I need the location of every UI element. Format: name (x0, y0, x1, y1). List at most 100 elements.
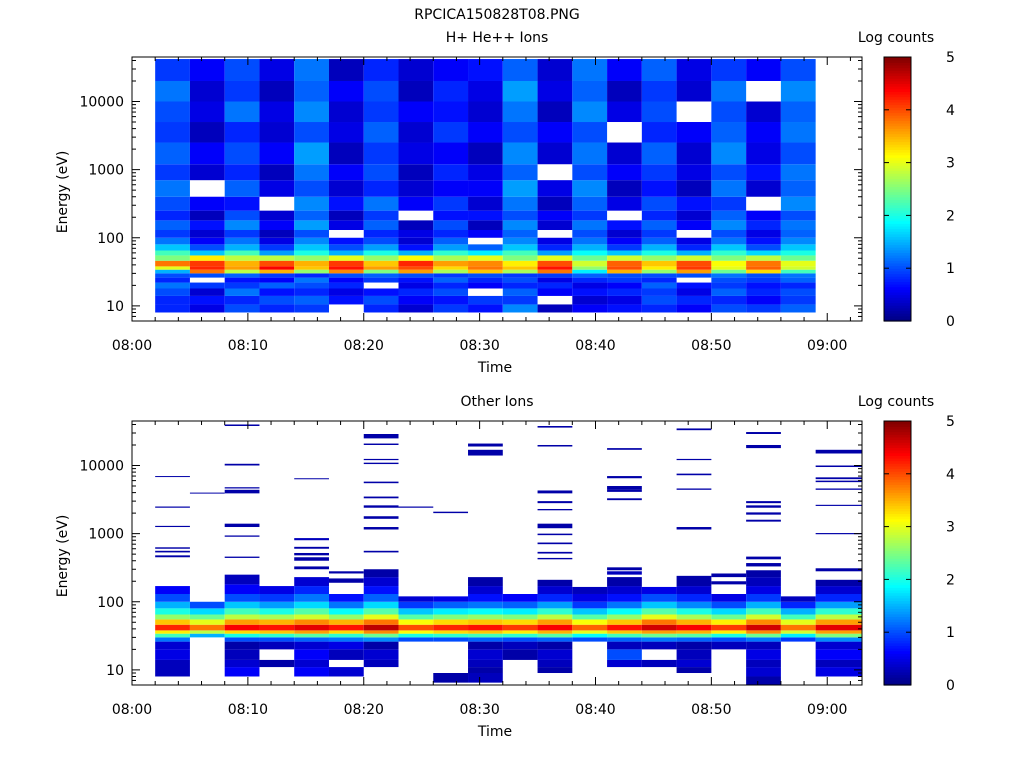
heatmap-cell (607, 448, 642, 450)
heatmap-cell (607, 180, 642, 197)
heatmap-cell (155, 619, 190, 625)
heatmap-cell (259, 244, 295, 251)
colorbar-segment (884, 262, 911, 267)
heatmap-cell (328, 196, 364, 211)
heatmap-cell (433, 273, 469, 278)
heatmap-cell (572, 260, 608, 267)
heatmap-cell (815, 633, 862, 638)
colorbar-segment (884, 597, 911, 602)
heatmap-cell (294, 260, 329, 267)
heatmap-cell (746, 512, 781, 515)
heatmap-cell (224, 619, 260, 625)
heatmap-cell (711, 619, 747, 625)
heatmap-cell (676, 244, 712, 251)
heatmap-cell (328, 164, 364, 181)
colorbar-segment (884, 141, 911, 145)
heatmap-cell (641, 142, 677, 165)
heatmap-cell (607, 608, 642, 615)
heatmap-cell (537, 490, 573, 494)
y-tick-label: 100 (97, 231, 124, 247)
heatmap-cell (294, 266, 329, 270)
colorbar-segment (884, 653, 911, 657)
colorbar-segment (884, 679, 911, 683)
heatmap-cell (259, 601, 295, 609)
colorbar-segment (884, 452, 911, 456)
heatmap-cell (259, 282, 295, 289)
colorbar-segment (884, 582, 911, 586)
heatmap-cell (294, 101, 329, 123)
heatmap-cell (502, 210, 538, 221)
heatmap-cell (607, 244, 642, 251)
colorbar-segment (884, 75, 911, 79)
heatmap-cell (780, 220, 816, 230)
heatmap-cell (711, 196, 747, 211)
x-tick-label: 09:00 (807, 338, 847, 354)
heatmap-cell (607, 220, 642, 230)
heatmap-cell (780, 277, 816, 283)
heatmap-cell (294, 244, 329, 251)
colorbar-segment (884, 592, 911, 596)
heatmap-cell (746, 519, 781, 522)
colorbar-tick-label: 4 (946, 467, 955, 483)
colorbar-segment (884, 642, 911, 646)
heatmap-cell (224, 244, 260, 251)
heatmap-cell (502, 288, 538, 296)
heatmap-cell (259, 164, 295, 181)
panel-h-he-ions-ylabel: Energy (eV) (55, 151, 71, 234)
heatmap-cell (294, 608, 329, 615)
heatmap-cell (746, 237, 781, 245)
heatmap-cell (224, 101, 260, 123)
colorbar-segment (884, 199, 911, 203)
colorbar-segment (884, 518, 911, 522)
colorbar-segment (884, 502, 911, 507)
heatmap-cell (711, 237, 747, 245)
heatmap-cell (224, 614, 260, 620)
heatmap-cell (328, 273, 364, 278)
heatmap-cell (468, 443, 503, 447)
heatmap-cell (641, 255, 677, 261)
heatmap-cell (537, 269, 573, 274)
panel-other-ions-title: Other Ions (460, 394, 533, 410)
panel-other-ions-y-ticks: 10 100 1000 10000 (79, 423, 862, 686)
heatmap-cell (711, 304, 747, 313)
heatmap-cell (711, 295, 747, 305)
heatmap-cell (572, 122, 608, 143)
heatmap-cell (676, 614, 712, 620)
heatmap-cell (468, 210, 503, 221)
heatmap-cell (641, 196, 677, 211)
heatmap-cell (676, 586, 712, 594)
heatmap-cell (363, 210, 399, 221)
colorbar-segment (884, 634, 911, 639)
heatmap-cell (746, 630, 781, 634)
figure-title: RPCICA150828T08.PNG (414, 7, 579, 23)
heatmap-cell (607, 624, 642, 631)
colorbar-segment (884, 123, 911, 127)
x-tick-label: 08:10 (228, 338, 268, 354)
heatmap-cell (711, 269, 747, 274)
heatmap-cell (711, 250, 747, 256)
colorbar-segment (884, 476, 911, 480)
colorbar-segment (884, 59, 911, 63)
colorbar-segment (884, 215, 911, 219)
heatmap-cell (607, 255, 642, 261)
colorbar-segment (884, 611, 911, 615)
heatmap-cell (363, 269, 399, 274)
heatmap-cell (641, 164, 677, 181)
heatmap-cell (676, 220, 712, 230)
heatmap-cell (189, 608, 225, 615)
heatmap-cell (433, 255, 469, 261)
heatmap-cell (155, 608, 190, 615)
heatmap-cell (537, 649, 573, 660)
heatmap-cell (155, 196, 190, 211)
colorbar-segment (884, 624, 911, 628)
heatmap-cell (746, 659, 781, 668)
heatmap-cell (468, 614, 503, 620)
heatmap-cell (294, 624, 329, 631)
heatmap-cell (607, 250, 642, 256)
heatmap-cell (363, 220, 399, 230)
colorbar-segment (884, 542, 911, 546)
panel-other-ions-x-ticks: 08:00 08:10 08:20 08:30 08:40 08:50 09:00 (112, 421, 851, 718)
heatmap-cell (398, 250, 434, 256)
heatmap-cell (676, 282, 712, 289)
heatmap-cell (189, 122, 225, 143)
